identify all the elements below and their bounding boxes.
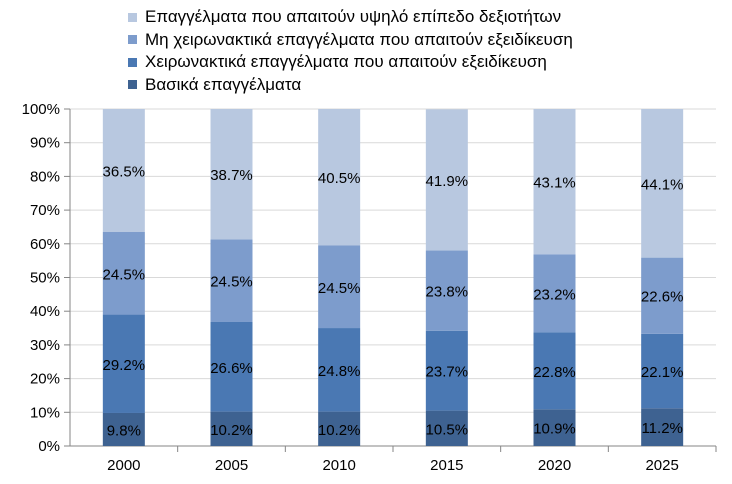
data-label: 10.5%: [426, 421, 469, 438]
data-label: 9.8%: [107, 422, 141, 439]
data-label: 43.1%: [533, 175, 576, 192]
data-label: 11.2%: [641, 420, 682, 437]
bar-segment: [425, 410, 468, 446]
bar-segment: [641, 333, 684, 409]
y-tick-label: 30%: [30, 337, 60, 354]
data-label: 24.5%: [210, 274, 253, 291]
legend-label: Χειρωνακτικά επαγγέλματα που απαιτούν εξ…: [145, 52, 547, 72]
bar-segment: [210, 321, 253, 412]
bar-segment: [533, 332, 576, 410]
legend-swatch: [128, 57, 137, 67]
bar-segment: [210, 411, 253, 446]
data-label: 23.7%: [426, 364, 469, 381]
data-label: 29.2%: [103, 357, 146, 374]
data-label: 24.8%: [318, 363, 361, 380]
legend-label: Επαγγέλματα που απαιτούν υψηλό επίπεδο δ…: [145, 7, 562, 27]
bar-segment: [425, 330, 468, 411]
legend-item: Χειρωνακτικά επαγγέλματα που απαιτούν εξ…: [128, 51, 573, 74]
x-tick-label: 2015: [430, 457, 463, 474]
legend-label: Βασικά επαγγέλματα: [145, 74, 302, 94]
bar-segment: [425, 250, 468, 331]
data-label: 36.5%: [103, 164, 146, 181]
bar-segment: [641, 109, 684, 258]
legend-label: Μη χειρωνακτικά επαγγέλματα που απαιτούν…: [145, 29, 573, 49]
y-tick-label: 0%: [38, 438, 60, 455]
y-tick-label: 40%: [30, 303, 60, 320]
bar-segment: [425, 109, 468, 251]
data-label: 26.6%: [210, 360, 253, 377]
y-tick-label: 10%: [30, 404, 60, 421]
data-label: 22.1%: [641, 364, 684, 381]
y-tick-label: 100%: [22, 101, 60, 118]
y-tick-label: 80%: [30, 168, 60, 185]
legend-item: Μη χειρωνακτικά επαγγέλματα που απαιτούν…: [128, 29, 573, 52]
legend-swatch: [128, 80, 137, 90]
bar-segment: [318, 411, 361, 446]
x-tick-label: 2000: [107, 457, 140, 474]
legend-swatch: [128, 12, 137, 22]
data-label: 41.9%: [426, 173, 469, 190]
x-tick-label: 2025: [645, 457, 678, 474]
x-tick-label: 2020: [538, 457, 571, 474]
bar-segment: [210, 109, 253, 240]
data-label: 23.8%: [426, 284, 469, 301]
data-label: 24.5%: [318, 280, 361, 297]
x-tick-label: 2005: [215, 457, 248, 474]
y-tick-label: 60%: [30, 236, 60, 253]
bar-segment: [102, 232, 145, 315]
bar-segment: [210, 239, 253, 322]
bar-segment: [318, 245, 361, 329]
data-label: 24.5%: [103, 266, 146, 283]
x-tick-label: 2010: [322, 457, 355, 474]
data-label: 40.5%: [318, 170, 361, 187]
y-tick-label: 50%: [30, 270, 60, 287]
data-label: 10.2%: [210, 422, 253, 439]
data-label: 22.8%: [533, 364, 576, 381]
bar-segment: [641, 408, 684, 446]
bar-segment: [318, 328, 361, 412]
data-label: 23.2%: [533, 286, 576, 303]
legend-item: Επαγγέλματα που απαιτούν υψηλό επίπεδο δ…: [128, 6, 573, 29]
bar-segment: [533, 409, 576, 446]
bar-segment: [102, 314, 145, 413]
data-label: 10.2%: [318, 422, 361, 439]
bar-segment: [102, 412, 145, 446]
legend-item: Βασικά επαγγέλματα: [128, 74, 573, 97]
data-label: 38.7%: [210, 167, 253, 184]
data-label: 22.6%: [641, 289, 684, 306]
data-label: 44.1%: [641, 176, 684, 193]
y-tick-label: 70%: [30, 202, 60, 219]
bar-segment: [318, 109, 361, 246]
data-label: 10.9%: [533, 421, 576, 438]
bar-segment: [641, 257, 684, 334]
bar-segment: [102, 109, 145, 233]
bar-segment: [533, 254, 576, 333]
bar-segment: [533, 109, 576, 255]
y-tick-label: 20%: [30, 371, 60, 388]
legend-swatch: [128, 35, 137, 45]
legend: Επαγγέλματα που απαιτούν υψηλό επίπεδο δ…: [128, 6, 573, 96]
y-tick-label: 90%: [30, 135, 60, 152]
